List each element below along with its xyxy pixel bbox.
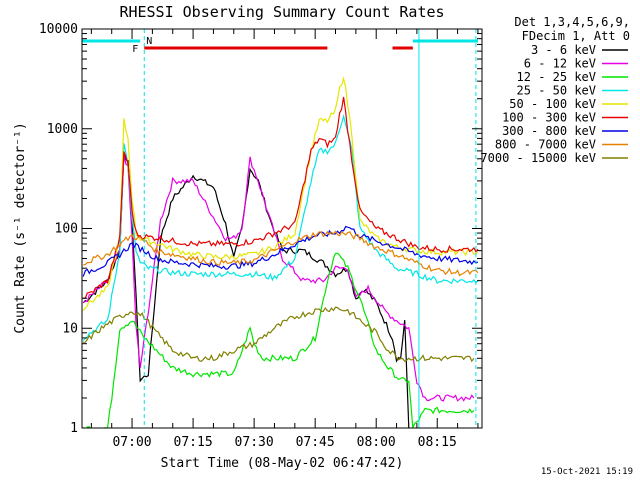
legend-label: 12 - 25 keV <box>517 70 596 84</box>
x-tick-label: 08:15 <box>418 435 457 450</box>
flare-label: F <box>132 44 138 55</box>
y-tick-label: 100 <box>55 222 78 237</box>
series-line-8 <box>83 230 479 277</box>
x-tick-label: 08:00 <box>357 435 396 450</box>
legend-label: 300 - 800 keV <box>502 124 596 138</box>
x-axis: 07:00 07:15 07:30 07:45 08:00 08:15 <box>90 29 479 450</box>
chart-title: RHESSI Observing Summary Count Rates <box>119 3 444 21</box>
legend-label: 7000 - 15000 keV <box>480 151 596 165</box>
flag-overlays: NF <box>82 29 478 428</box>
y-tick-label: 1000 <box>47 122 78 137</box>
legend-header-line-1: Det 1,3,4,5,6,9, <box>514 15 630 29</box>
x-tick-label: 07:15 <box>174 435 213 450</box>
x-tick-label: 07:00 <box>112 435 151 450</box>
x-tick-label: 07:30 <box>235 435 274 450</box>
series-line-3 <box>82 252 475 428</box>
legend-label: 6 - 12 keV <box>524 57 596 71</box>
legend-label: 3 - 6 keV <box>531 43 596 57</box>
y-axis-label: Count Rate (s⁻¹ detector⁻¹) <box>13 122 28 333</box>
series-line-5 <box>82 76 479 312</box>
legend: Det 1,3,4,5,6,9, FDecim 1, Att 0 3 - 6 k… <box>480 15 630 165</box>
y-tick-label: 1 <box>70 421 78 436</box>
series-line-7 <box>82 225 479 277</box>
x-tick-label: 07:45 <box>296 435 335 450</box>
y-tick-label: 10000 <box>39 22 78 37</box>
series-line-2 <box>82 154 475 402</box>
x-axis-label: Start Time (08-May-02 06:47:42) <box>161 456 404 471</box>
series-line-6 <box>83 96 479 299</box>
attenuator-label: N <box>146 36 152 47</box>
legend-header-line-2: FDecim 1, Att 0 <box>522 29 630 43</box>
series-traces <box>82 76 479 428</box>
legend-label: 25 - 50 keV <box>517 84 596 98</box>
legend-label: 50 - 100 keV <box>509 97 596 111</box>
legend-label: 800 - 7000 keV <box>495 138 596 152</box>
legend-label: 100 - 300 keV <box>502 111 596 125</box>
plot-timestamp: 15-Oct-2021 15:19 <box>541 467 633 477</box>
series-line-4 <box>82 113 479 341</box>
y-axis: 1 10 100 1000 10000 <box>39 22 482 436</box>
series-line-9 <box>83 306 475 363</box>
y-tick-label: 10 <box>62 321 78 336</box>
